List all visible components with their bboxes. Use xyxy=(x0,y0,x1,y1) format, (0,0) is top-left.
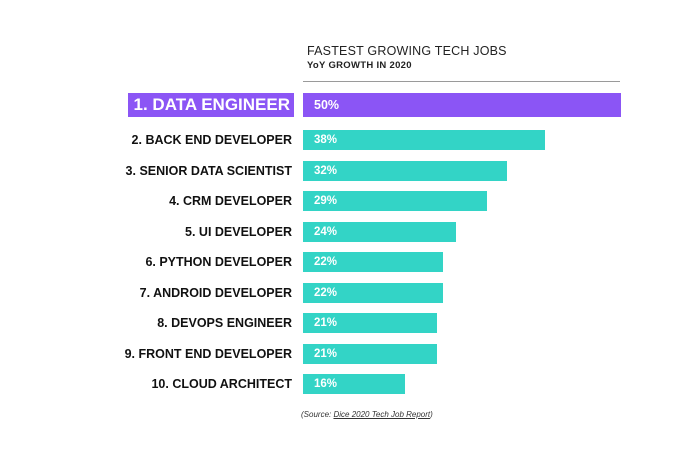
category-label: 10. CLOUD ARCHITECT xyxy=(151,377,292,391)
value-label: 32% xyxy=(314,164,338,177)
bar xyxy=(303,252,443,272)
bar xyxy=(303,374,405,394)
bar xyxy=(303,160,507,181)
bar-row: 1. DATA ENGINEER 50% xyxy=(0,93,700,117)
category-label: 1. DATA ENGINEER xyxy=(127,93,294,117)
bar xyxy=(303,93,621,117)
bar xyxy=(303,282,443,303)
category-label: 2. BACK END DEVELOPER xyxy=(131,133,292,147)
category-label: 3. SENIOR DATA SCIENTIST xyxy=(125,163,292,178)
category-label: 9. FRONT END DEVELOPER xyxy=(124,346,292,361)
category-label: 7. ANDROID DEVELOPER xyxy=(139,285,292,300)
bar-row: 2. BACK END DEVELOPER 38% xyxy=(0,130,700,150)
source-note: (Source: Dice 2020 Tech Job Report) xyxy=(301,410,433,419)
category-label: 6. PYTHON DEVELOPER xyxy=(145,255,292,269)
bar-row: 3. SENIOR DATA SCIENTIST 32% xyxy=(0,160,700,181)
category-label: 4. CRM DEVELOPER xyxy=(169,194,292,208)
value-label: 38% xyxy=(314,134,338,146)
value-label: 50% xyxy=(314,98,340,112)
category-label: 8. DEVOPS ENGINEER xyxy=(157,316,292,330)
bar-row: 4. CRM DEVELOPER 29% xyxy=(0,191,700,211)
value-label: 21% xyxy=(314,347,338,360)
header-divider xyxy=(303,81,620,82)
category-label: 5. UI DEVELOPER xyxy=(185,224,292,239)
value-label: 22% xyxy=(314,286,338,299)
bar xyxy=(303,313,437,333)
bar xyxy=(303,191,488,211)
chart-subtitle: YoY GROWTH IN 2020 xyxy=(307,60,412,71)
source-link[interactable]: Dice 2020 Tech Job Report xyxy=(333,410,431,419)
source-suffix: ) xyxy=(430,410,433,419)
bar-row: 10. CLOUD ARCHITECT 16% xyxy=(0,374,700,394)
chart-title: FASTEST GROWING TECH JOBS xyxy=(307,44,507,58)
value-label: 21% xyxy=(314,317,338,329)
value-label: 22% xyxy=(314,256,338,268)
bar-row: 5. UI DEVELOPER 24% xyxy=(0,221,700,242)
bar-row: 6. PYTHON DEVELOPER 22% xyxy=(0,252,700,272)
value-label: 29% xyxy=(314,195,338,207)
bar xyxy=(303,130,545,150)
bar xyxy=(303,221,456,242)
value-label: 24% xyxy=(314,225,338,238)
bar xyxy=(303,343,437,364)
bar-row: 8. DEVOPS ENGINEER 21% xyxy=(0,313,700,333)
value-label: 16% xyxy=(314,378,338,390)
source-prefix: (Source: xyxy=(301,410,334,419)
bar-row: 9. FRONT END DEVELOPER 21% xyxy=(0,343,700,364)
bar-row: 7. ANDROID DEVELOPER 22% xyxy=(0,282,700,303)
